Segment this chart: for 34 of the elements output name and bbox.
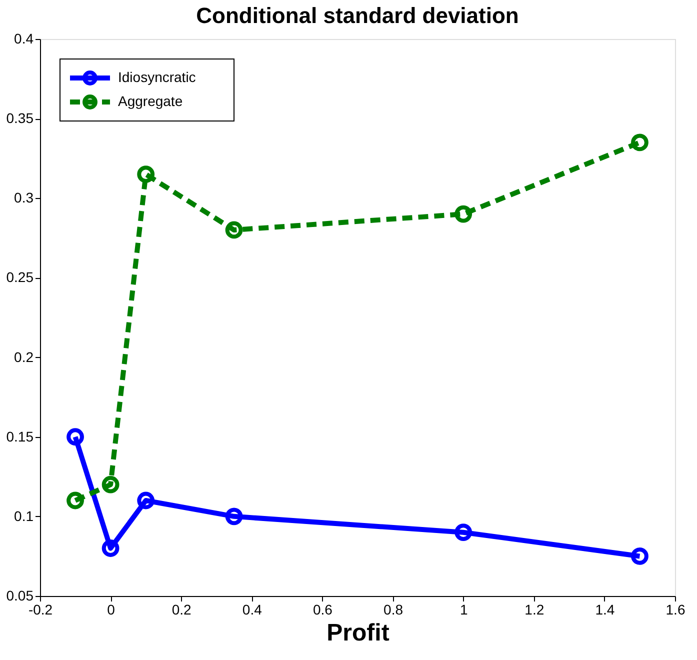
y-tick-label: 0.2 [14,348,34,365]
point [66,428,84,446]
x-tick-label: 0.4 [242,602,262,618]
point [225,221,243,239]
point [137,166,155,183]
x-tick-label: -0.2 [28,602,53,618]
y-tick-label: 0.05 [6,588,34,604]
point [137,492,155,510]
y-tick-label: 0.1 [14,508,34,524]
y-tick-label: 0.15 [6,428,34,444]
point [631,134,648,152]
legend-label: Aggregate [118,93,183,109]
y-tick-label: 0.25 [6,269,34,286]
point [102,540,120,557]
point [102,476,120,494]
y-tick-label: 0.4 [14,30,34,46]
point [454,524,472,542]
y-tick-label: 0.35 [6,110,34,126]
chart-title: Conditional standard deviation [196,3,519,28]
x-axis-title: Profit [326,620,390,646]
y-tick-label: 0.3 [14,190,34,206]
legend-label: Idiosyncratic [118,69,196,85]
point [66,492,84,510]
point [454,205,472,223]
x-tick-label: 1.2 [524,602,544,618]
x-tick-label: 1.6 [666,602,686,618]
point [225,508,243,526]
x-tick-label: 0 [107,602,116,618]
x-tick-label: 1 [460,602,468,618]
x-tick-label: 0.2 [172,602,192,618]
x-tick-label: 0.6 [312,602,333,618]
point [631,548,648,565]
x-tick-label: 1.4 [595,602,615,618]
x-tick-label: 0.8 [384,602,404,618]
